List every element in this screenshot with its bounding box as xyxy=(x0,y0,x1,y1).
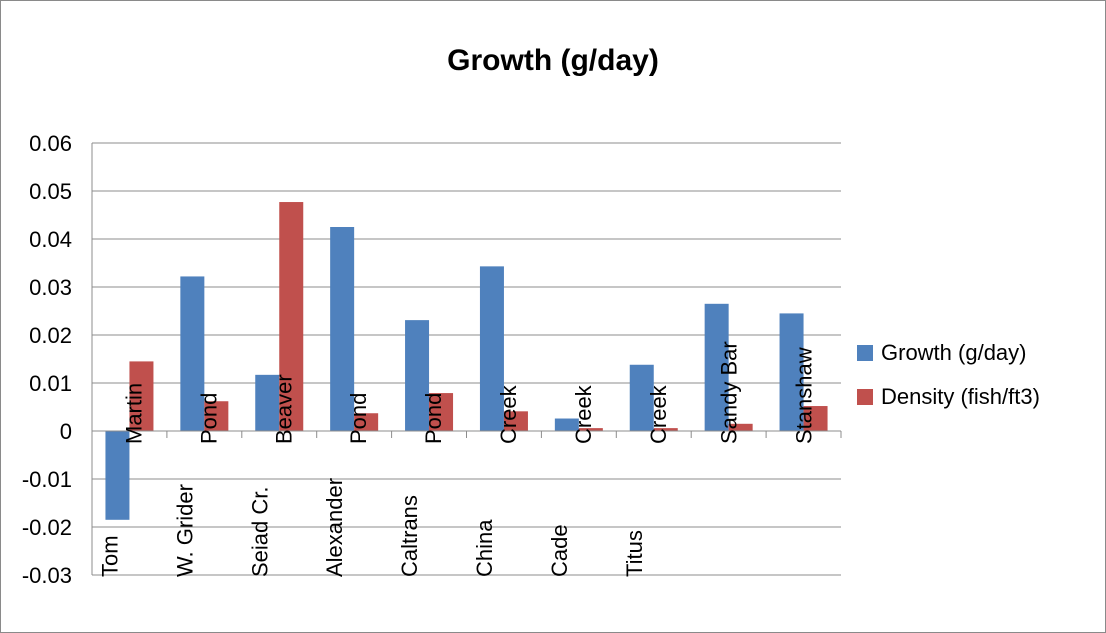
y-tick-label: 0.04 xyxy=(29,227,72,252)
y-tick-label: 0.02 xyxy=(29,323,72,348)
growth-bar xyxy=(554,418,579,431)
growth-bar xyxy=(629,364,654,431)
density-bar xyxy=(578,428,603,431)
x-category-label: Pond xyxy=(346,393,371,444)
growth-bar xyxy=(704,303,729,431)
x-category-label: Martin xyxy=(121,383,146,444)
density-bar xyxy=(803,406,828,431)
y-tick-label: -0.02 xyxy=(22,515,72,540)
growth-bar xyxy=(180,276,205,431)
x-category-label: Pond xyxy=(196,393,221,444)
growth-bar xyxy=(330,227,355,431)
y-tick-label: 0.06 xyxy=(29,131,72,156)
legend-label-density: Density (fish/ft3) xyxy=(881,384,1040,409)
y-tick-label: 0.03 xyxy=(29,275,72,300)
x-category-label: Creek xyxy=(646,384,671,444)
x-category-label: Titus xyxy=(622,530,647,577)
x-category-label: Beaver xyxy=(271,374,296,444)
y-tick-label: 0 xyxy=(60,419,72,444)
y-tick-label: -0.03 xyxy=(22,563,72,588)
growth-bar xyxy=(479,266,504,431)
x-category-label: China xyxy=(472,519,497,577)
legend-label-growth: Growth (g/day) xyxy=(881,340,1027,365)
density-bar xyxy=(728,423,753,431)
density-bar xyxy=(354,413,379,431)
x-category-label: Caltrans xyxy=(397,495,422,577)
y-tick-label: -0.01 xyxy=(22,467,72,492)
legend-swatch-growth xyxy=(857,345,873,361)
y-tick-label: 0.05 xyxy=(29,179,72,204)
growth-bar xyxy=(105,431,130,520)
density-bar xyxy=(503,411,528,431)
x-category-label: Cade xyxy=(547,524,572,577)
x-category-label: W. Grider xyxy=(172,484,197,577)
density-bar xyxy=(279,202,304,431)
density-bar xyxy=(204,401,229,431)
x-category-label: Creek xyxy=(571,384,596,444)
density-bar xyxy=(429,393,454,431)
legend-swatch-density xyxy=(857,389,873,405)
x-category-label: Tom xyxy=(97,535,122,577)
x-category-label: Alexander xyxy=(322,478,347,577)
x-category-label: Pond xyxy=(421,393,446,444)
x-category-label: Sandy Bar xyxy=(717,341,742,444)
growth-bar xyxy=(405,320,430,431)
y-tick-label: 0.01 xyxy=(29,371,72,396)
growth-bar xyxy=(255,374,280,431)
density-bar xyxy=(129,361,154,431)
growth-bar xyxy=(779,313,804,431)
density-bar xyxy=(653,428,678,431)
x-category-label: Stanshaw xyxy=(792,347,817,444)
x-category-label: Creek xyxy=(496,384,521,444)
chart-title: Growth (g/day) xyxy=(447,44,659,77)
x-category-label: Seiad Cr. xyxy=(247,487,272,578)
